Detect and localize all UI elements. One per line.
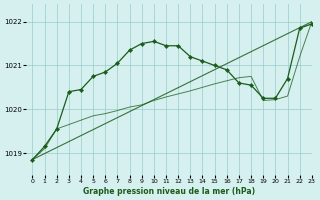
X-axis label: Graphe pression niveau de la mer (hPa): Graphe pression niveau de la mer (hPa) — [83, 187, 255, 196]
